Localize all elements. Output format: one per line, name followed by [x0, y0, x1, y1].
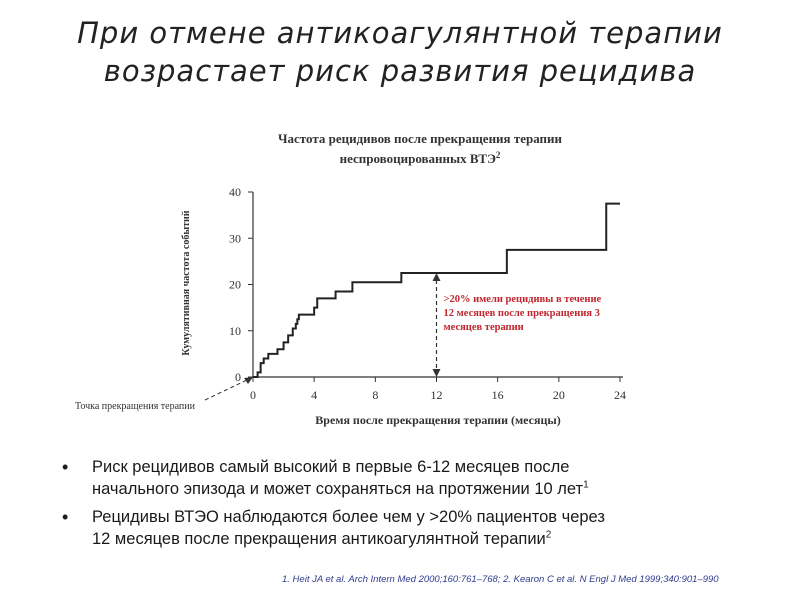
callout-label: Точка прекращения терапии [75, 401, 196, 412]
bullet-text-line1: Рецидивы ВТЭО наблюдаются более чем у >2… [92, 508, 605, 526]
y-tick-label: 40 [229, 185, 241, 199]
annotation-arrowhead-top [432, 272, 441, 281]
slide-title-line2: возрастает риск развития рецидива [103, 54, 697, 88]
annotation-line: >20% имели рецидивы в течение [444, 294, 602, 305]
x-axis-label: Время после прекращения терапии (месяцы) [315, 413, 560, 427]
chart-title-line2-text: неспровоцированных ВТЭ [340, 151, 496, 166]
bullet-text-line1: Риск рецидивов самый высокий в первые 6-… [92, 458, 570, 476]
x-tick-label: 24 [614, 388, 626, 402]
bullet-list: Риск рецидивов самый высокий в первые 6-… [62, 456, 762, 556]
chart-title-sup: 2 [496, 150, 501, 160]
bullet-item: Риск рецидивов самый высокий в первые 6-… [62, 456, 762, 500]
recurrence-step-line [253, 202, 620, 378]
slide-title: При отмене антикоагулянтной терапии возр… [0, 14, 800, 90]
callout-pointer [204, 379, 248, 401]
x-tick-label: 12 [431, 388, 443, 402]
annotation-text: >20% имели рецидивы в течение 12 месяцев … [444, 294, 602, 333]
recurrence-step-chart: Частота рецидивов после прекращения тера… [75, 131, 626, 427]
y-tick-label: 0 [235, 370, 241, 384]
bullet-text-line2: 12 месяцев после прекращения антикоагуля… [92, 530, 546, 548]
x-tick-label: 0 [250, 388, 256, 402]
chart-title-line2: неспровоцированных ВТЭ2 [340, 150, 501, 166]
bullet-text-line2: начального эпизода и может сохраняться н… [92, 480, 584, 498]
axis-ticks: 0 4 8 12 16 20 24 0 10 20 30 40 [229, 185, 626, 402]
y-axis-label: Кумулятивная частота событий [181, 210, 192, 355]
x-tick-label: 20 [553, 388, 565, 402]
bullet-sup: 1 [583, 479, 589, 491]
chart-title-line1: Частота рецидивов после прекращения тера… [278, 131, 563, 146]
callout-arrowhead [244, 377, 253, 384]
bullet-item: Рецидивы ВТЭО наблюдаются более чем у >2… [62, 506, 762, 550]
annotation-line: месяцев терапии [444, 322, 524, 333]
annotation-line: 12 месяцев после прекращения 3 [444, 308, 600, 319]
references: 1. Heit JA et al. Arch Intern Med 2000;1… [282, 574, 719, 585]
slide-title-line1: При отмене антикоагулянтной терапии [77, 16, 723, 50]
x-tick-label: 4 [311, 388, 317, 402]
y-tick-label: 10 [229, 324, 241, 338]
annotation-arrowhead-bottom [432, 369, 441, 377]
y-tick-label: 30 [229, 231, 241, 245]
bullet-sup: 2 [545, 529, 552, 541]
y-tick-label: 20 [229, 278, 241, 292]
x-tick-label: 8 [372, 388, 378, 402]
x-tick-label: 16 [492, 388, 504, 402]
